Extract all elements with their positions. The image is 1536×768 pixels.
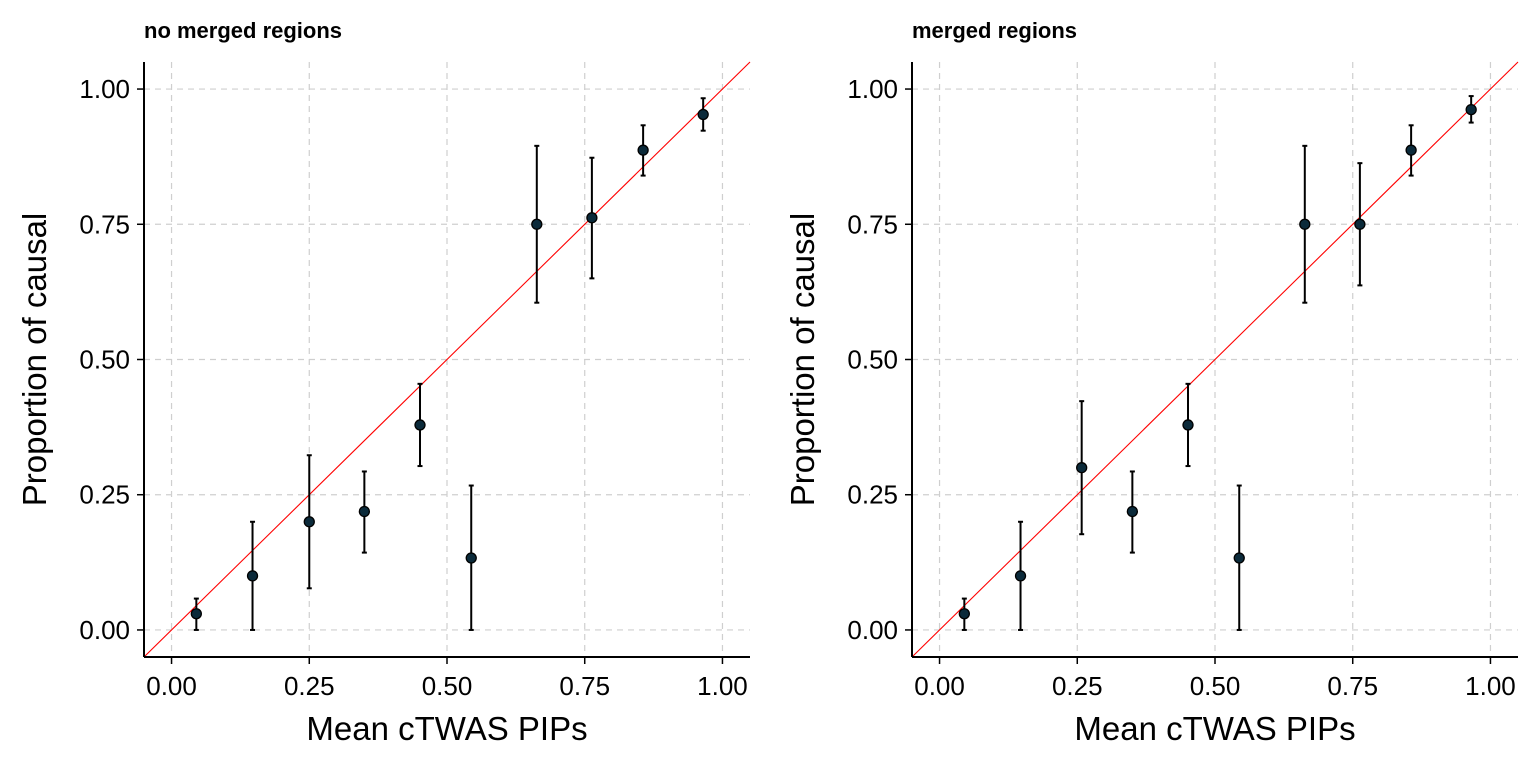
y-tick-label: 0.25 <box>847 480 898 510</box>
reference-line <box>911 61 1519 658</box>
panel-title: no merged regions <box>144 18 342 43</box>
data-point <box>586 212 598 224</box>
y-axis-title: Proportion of causal <box>16 213 53 507</box>
panel-no-merged-regions: 0.00 0.25 0.50 0.75 1.00 0.00 0.25 0.50 0.75 1.00… <box>16 18 751 747</box>
panel-merged-regions: 0.00 0.25 0.50 0.75 1.00 0.00 0.25 0.50 0.75 1.00… <box>784 18 1519 747</box>
data-point <box>246 570 259 582</box>
y-axis-title: Proportion of causal <box>784 213 821 507</box>
y-tick-label: 1.00 <box>847 74 898 104</box>
y-tick-label: 0.75 <box>79 209 130 239</box>
data-point <box>414 419 426 431</box>
x-tick-label: 0.00 <box>146 671 197 701</box>
data-point <box>1299 218 1311 230</box>
data-point <box>531 218 543 230</box>
x-tick-label: 0.25 <box>284 671 335 701</box>
x-tick-label: 1.00 <box>697 671 748 701</box>
y-tick-label: 0.00 <box>79 615 130 645</box>
x-tick-label: 1.00 <box>1465 671 1516 701</box>
data-point <box>1014 570 1027 582</box>
data-point <box>1405 144 1417 156</box>
data-point <box>1076 462 1088 474</box>
data-point <box>1354 218 1366 230</box>
x-tick-label: 0.75 <box>1327 671 1378 701</box>
data-point <box>1233 552 1245 564</box>
x-tick-label: 0.50 <box>422 671 473 701</box>
x-tick-label: 0.75 <box>559 671 610 701</box>
data-point <box>637 144 649 156</box>
data-point <box>1182 419 1194 431</box>
y-tick-label: 1.00 <box>79 74 130 104</box>
data-point <box>697 108 709 121</box>
data-point <box>1465 103 1477 116</box>
data-point <box>465 552 477 564</box>
reference-line <box>143 61 751 658</box>
x-axis-title: Mean cTWAS PIPs <box>306 710 587 747</box>
x-tick-label: 0.50 <box>1190 671 1241 701</box>
y-tick-label: 0.00 <box>847 615 898 645</box>
y-tick-label: 0.75 <box>847 209 898 239</box>
x-tick-label: 0.00 <box>914 671 965 701</box>
data-point <box>1126 505 1139 518</box>
panel-title: merged regions <box>912 18 1077 43</box>
data-point <box>190 608 202 620</box>
data-point <box>303 516 315 528</box>
data-point <box>358 505 371 518</box>
y-tick-label: 0.50 <box>847 345 898 375</box>
y-tick-label: 0.25 <box>79 480 130 510</box>
x-tick-label: 0.25 <box>1052 671 1103 701</box>
y-tick-label: 0.50 <box>79 345 130 375</box>
data-point <box>958 608 970 620</box>
x-axis-title: Mean cTWAS PIPs <box>1074 710 1355 747</box>
